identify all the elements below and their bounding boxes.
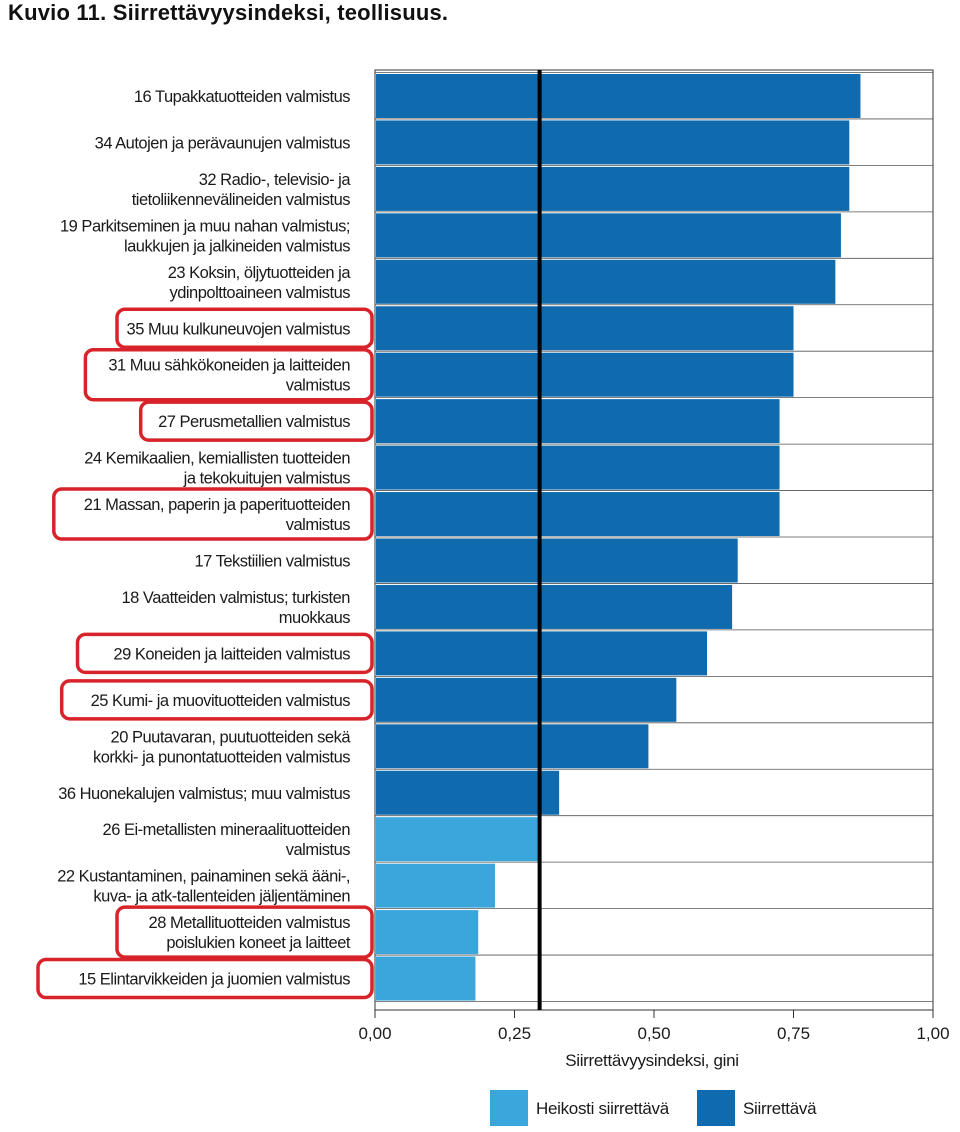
bar <box>376 120 850 165</box>
category-label: 31 Muu sähkökoneiden ja laitteiden <box>108 357 350 375</box>
x-tick-label: 0,75 <box>777 1024 810 1043</box>
bar <box>376 910 479 955</box>
category-label: 15 Elintarvikkeiden ja juomien valmistus <box>78 971 350 989</box>
grid-lines <box>374 69 934 1011</box>
category-label: 16 Tupakkatuotteiden valmistus <box>134 88 350 106</box>
bar <box>376 166 850 211</box>
category-label: 21 Massan, paperin ja paperituotteiden <box>84 496 351 514</box>
bar <box>376 584 733 629</box>
x-axis-label: Siirrettävyysindeksi, gini <box>565 1051 739 1070</box>
category-label: 32 Radio-, televisio- ja <box>199 171 352 189</box>
bar <box>376 677 677 722</box>
category-label: 34 Autojen ja perävaunujen valmistus <box>95 134 351 152</box>
figure-title: Kuvio 11. Siirrettävyysindeksi, teollisu… <box>8 0 449 25</box>
highlight-box <box>83 347 374 402</box>
category-label: 17 Tekstiilien valmistus <box>194 553 350 571</box>
category-label: 22 Kustantaminen, painaminen sekä ääni-, <box>57 868 350 886</box>
category-label: valmistus <box>286 377 351 395</box>
category-label: tietoliikennevälineiden valmistus <box>132 191 351 209</box>
bar <box>376 74 861 118</box>
bar <box>376 259 836 304</box>
category-label: laukkujen ja jalkineiden valmistus <box>124 237 350 255</box>
bar <box>376 724 649 769</box>
bar <box>376 538 738 583</box>
bars <box>376 70 861 1010</box>
category-label: valmistus <box>286 516 351 534</box>
category-label: valmistus <box>286 841 351 859</box>
category-label: 36 Huonekalujen valmistus; muu valmistus <box>58 785 350 803</box>
highlight-box <box>115 307 374 349</box>
bar <box>376 352 794 397</box>
legend-label: Heikosti siirrettävä <box>536 1099 670 1118</box>
bar <box>376 445 780 490</box>
category-label: ydinpolttoaineen valmistus <box>169 284 350 302</box>
x-tick-label: 0,00 <box>358 1024 391 1043</box>
bar <box>376 213 841 258</box>
legend-swatch <box>697 1090 735 1126</box>
legend-swatch <box>490 1090 528 1126</box>
highlight-box <box>138 400 374 442</box>
bar <box>376 770 560 815</box>
bar <box>376 306 794 351</box>
category-labels: 16 Tupakkatuotteiden valmistus 34 Autojen… <box>57 88 352 989</box>
legend: Heikosti siirrettävä Siirrettävä <box>490 1090 817 1126</box>
highlight-boxes <box>36 307 374 1000</box>
category-label: korkki- ja punontatuotteiden valmistus <box>93 748 350 766</box>
category-label: 29 Koneiden ja laitteiden valmistus <box>113 645 350 663</box>
bar <box>376 399 780 444</box>
category-label: 25 Kumi- ja muovituotteiden valmistus <box>91 692 351 710</box>
category-label: 35 Muu kulkuneuvojen valmistus <box>127 320 351 338</box>
category-label: 20 Puutavaran, puutuotteiden sekä <box>111 728 352 746</box>
category-label: 24 Kemikaalien, kemiallisten tuotteiden <box>84 450 350 468</box>
x-axis: 0,00 0,25 0,50 0,75 1,00 Siirrettävyysindeksi… <box>358 1010 950 1070</box>
bar <box>376 863 495 908</box>
x-tick-label: 1,00 <box>916 1024 949 1043</box>
category-label: muokkaus <box>279 609 350 627</box>
bar <box>376 817 540 862</box>
category-label: 27 Perusmetallien valmistus <box>158 413 350 431</box>
bar <box>376 492 780 537</box>
highlight-box <box>59 679 374 721</box>
bar <box>376 956 476 1001</box>
highlight-box <box>52 487 374 541</box>
category-label: ja tekokuitujen valmistus <box>183 470 351 488</box>
category-label: poislukien koneet ja laitteet <box>166 934 351 952</box>
highlight-box <box>115 905 374 959</box>
x-tick-label: 0,50 <box>637 1024 670 1043</box>
category-label: 28 Metallituotteiden valmistus <box>149 914 351 932</box>
x-tick-label: 0,25 <box>498 1024 531 1043</box>
category-label: 26 Ei-metallisten mineraalituotteiden <box>103 821 351 839</box>
highlight-box <box>36 957 374 1000</box>
category-label: kuva- ja atk-tallenteiden jäljentäminen <box>93 888 350 906</box>
category-label: 18 Vaatteiden valmistus; turkisten <box>122 589 351 607</box>
legend-label: Siirrettävä <box>743 1099 817 1118</box>
highlight-box <box>75 632 374 675</box>
category-label: 19 Parkitseminen ja muu nahan valmistus; <box>60 217 350 235</box>
category-label: 23 Koksin, öljytuotteiden ja <box>168 264 352 282</box>
